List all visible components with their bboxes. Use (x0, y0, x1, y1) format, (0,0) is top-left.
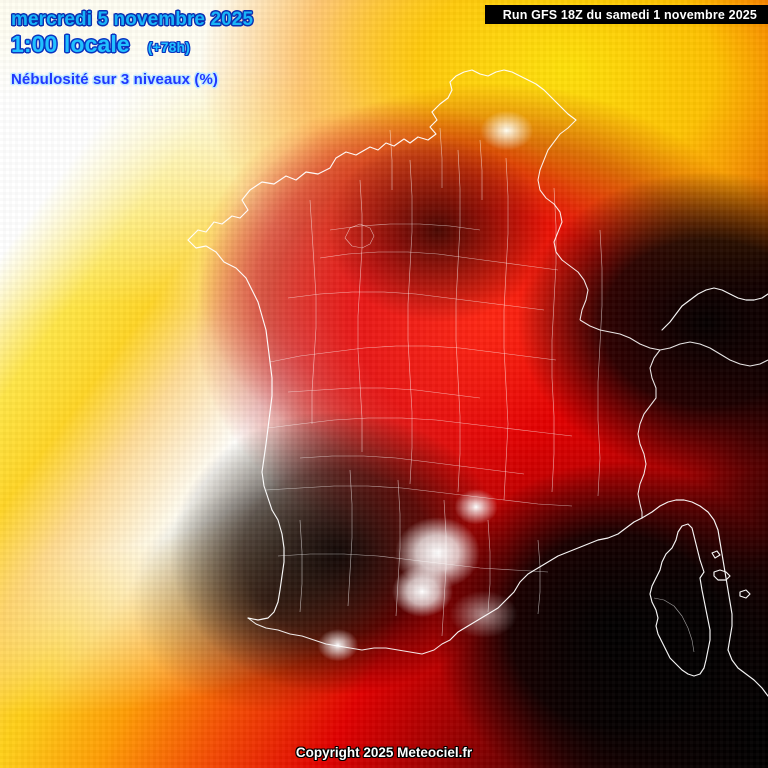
forecast-local-time-label: 1:00 locale (11, 31, 130, 57)
coastline-mediterranean (449, 517, 643, 641)
coastline-small-islands (711, 550, 751, 599)
coastline-aquitaine (247, 509, 285, 621)
forecast-time-row: 1:00 locale (+78h) (11, 31, 190, 58)
department-boundaries (265, 127, 603, 637)
coastline-corsica (649, 523, 711, 677)
coastline-tuscany (727, 649, 768, 697)
border-swiss-detail (689, 287, 768, 301)
border-north-east (537, 119, 589, 321)
parameter-title-label: Nébulosité sur 3 niveaux (%) (11, 71, 219, 88)
model-run-bar: Run GFS 18Z du samedi 1 novembre 2025 (484, 5, 768, 24)
border-swiss-detail-2 (661, 299, 691, 331)
model-run-label: Run GFS 18Z du samedi 1 novembre 2025 (502, 7, 757, 22)
department-line-corsica (653, 597, 695, 653)
coastline-liguria (641, 499, 733, 651)
coastline-benelux (431, 69, 577, 121)
copyright-label: Copyright 2025 Meteociel.fr (295, 745, 473, 760)
coastline-brittany-atlantic (187, 239, 273, 511)
border-france-spain (247, 617, 451, 655)
forecast-lead-time-label: (+78h) (147, 39, 190, 55)
forecast-date-label: mercredi 5 novembre 2025 (11, 9, 254, 30)
coastline-channel (187, 111, 438, 241)
border-france-switzerland (579, 319, 768, 367)
border-france-italy (637, 349, 661, 518)
